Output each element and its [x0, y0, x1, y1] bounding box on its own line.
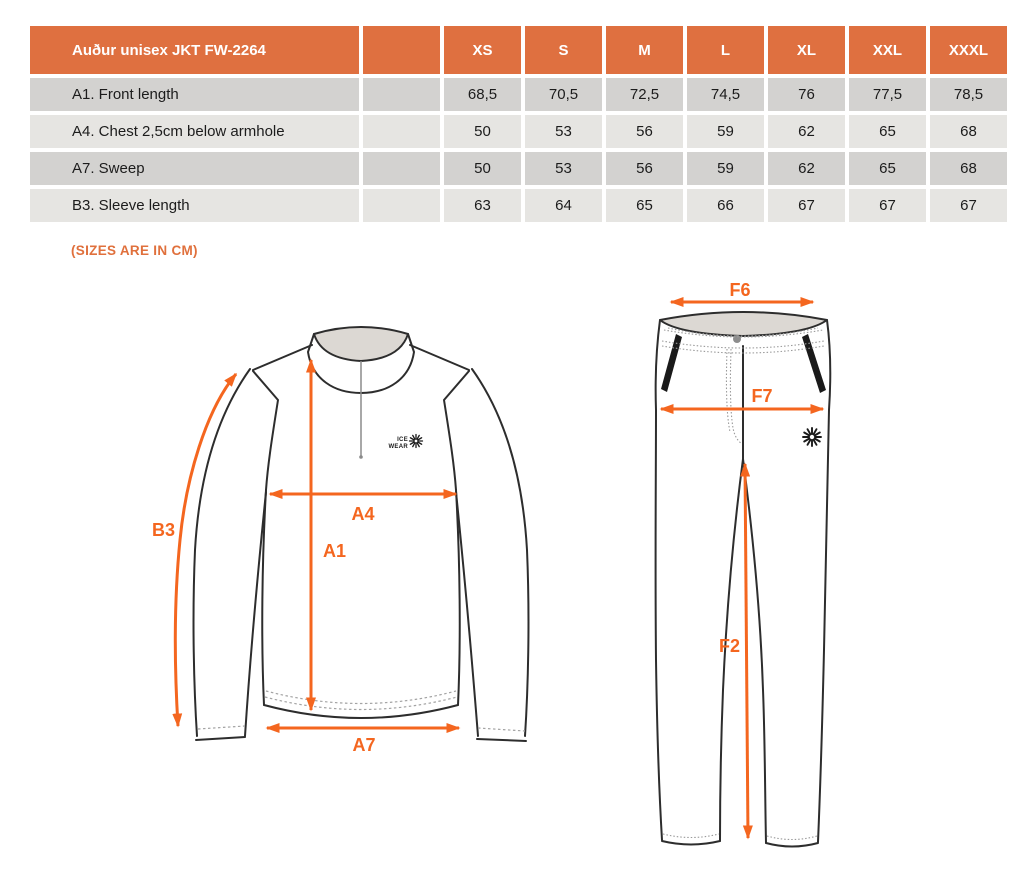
size-value-cell: 59: [687, 115, 764, 148]
size-value-cell: 67: [768, 189, 845, 222]
f6-label: F6: [729, 280, 750, 300]
size-value-cell: 53: [525, 152, 602, 185]
measurement-label: A4. Chest 2,5cm below armhole: [30, 115, 359, 148]
size-value-cell: 63: [444, 189, 521, 222]
size-column-header: S: [525, 26, 602, 74]
size-table: Auður unisex JKT FW-2264 XS S M L XL XXL XXXL A1…: [30, 26, 1007, 222]
table-title: Auður unisex JKT FW-2264: [30, 26, 359, 74]
row-spacer-cell: [363, 189, 440, 222]
header-spacer-cell: [363, 26, 440, 74]
collar-opening: [313, 326, 409, 362]
size-value-cell: 76: [768, 78, 845, 111]
measurement-label: B3. Sleeve length: [30, 189, 359, 222]
size-value-cell: 72,5: [606, 78, 683, 111]
size-column-header: M: [606, 26, 683, 74]
size-value-cell: 68: [930, 115, 1007, 148]
right-pocket: [802, 334, 826, 393]
size-value-cell: 74,5: [687, 78, 764, 111]
f7-label: F7: [751, 386, 772, 406]
a1-label: A1: [323, 541, 346, 561]
jacket-measurement-arrows: A4 A1 A7 B3: [152, 358, 461, 755]
size-value-cell: 64: [525, 189, 602, 222]
size-value-cell: 68: [930, 152, 1007, 185]
size-value-cell: 77,5: [849, 78, 926, 111]
jacket-drawing: ICE WEAR A4 A1 A7 B3: [152, 326, 530, 755]
size-value-cell: 62: [768, 152, 845, 185]
size-value-cell: 65: [849, 152, 926, 185]
brand-text-line2: WEAR: [388, 444, 408, 450]
b3-arrow: [172, 372, 238, 728]
pants-measurement-arrows: F6 F7 F2: [659, 280, 825, 840]
size-value-cell: 62: [768, 115, 845, 148]
size-value-cell: 70,5: [525, 78, 602, 111]
size-value-cell: 67: [930, 189, 1007, 222]
a4-label: A4: [351, 504, 374, 524]
size-value-cell: 65: [849, 115, 926, 148]
row-spacer-cell: [363, 78, 440, 111]
left-pocket: [661, 334, 682, 392]
size-value-cell: 66: [687, 189, 764, 222]
measurement-label: A7. Sweep: [30, 152, 359, 185]
waist-opening: [659, 311, 828, 337]
measurement-label: A1. Front length: [30, 78, 359, 111]
snowflake-icon: [802, 427, 822, 447]
row-spacer-cell: [363, 152, 440, 185]
b3-label: B3: [152, 520, 175, 540]
icewear-logo: ICE WEAR: [388, 433, 424, 450]
size-value-cell: 53: [525, 115, 602, 148]
size-value-cell: 56: [606, 115, 683, 148]
size-value-cell: 50: [444, 115, 521, 148]
size-value-cell: 67: [849, 189, 926, 222]
size-value-cell: 56: [606, 152, 683, 185]
pants-drawing: F6 F7 F2: [654, 280, 832, 848]
size-value-cell: 50: [444, 152, 521, 185]
size-column-header: XS: [444, 26, 521, 74]
size-column-header: L: [687, 26, 764, 74]
size-value-cell: 78,5: [930, 78, 1007, 111]
units-note: (SIZES ARE IN CM): [71, 243, 198, 258]
size-value-cell: 68,5: [444, 78, 521, 111]
a7-label: A7: [352, 735, 375, 755]
size-column-header: XXL: [849, 26, 926, 74]
size-column-header: XXXL: [930, 26, 1007, 74]
snowflake-icon: [408, 433, 424, 449]
f2-arrow: [740, 462, 753, 840]
brand-text-line1: ICE: [397, 437, 408, 443]
size-column-header: XL: [768, 26, 845, 74]
zipper-pull: [359, 455, 363, 459]
size-value-cell: 65: [606, 189, 683, 222]
f2-label: F2: [719, 636, 740, 656]
row-spacer-cell: [363, 115, 440, 148]
size-value-cell: 59: [687, 152, 764, 185]
